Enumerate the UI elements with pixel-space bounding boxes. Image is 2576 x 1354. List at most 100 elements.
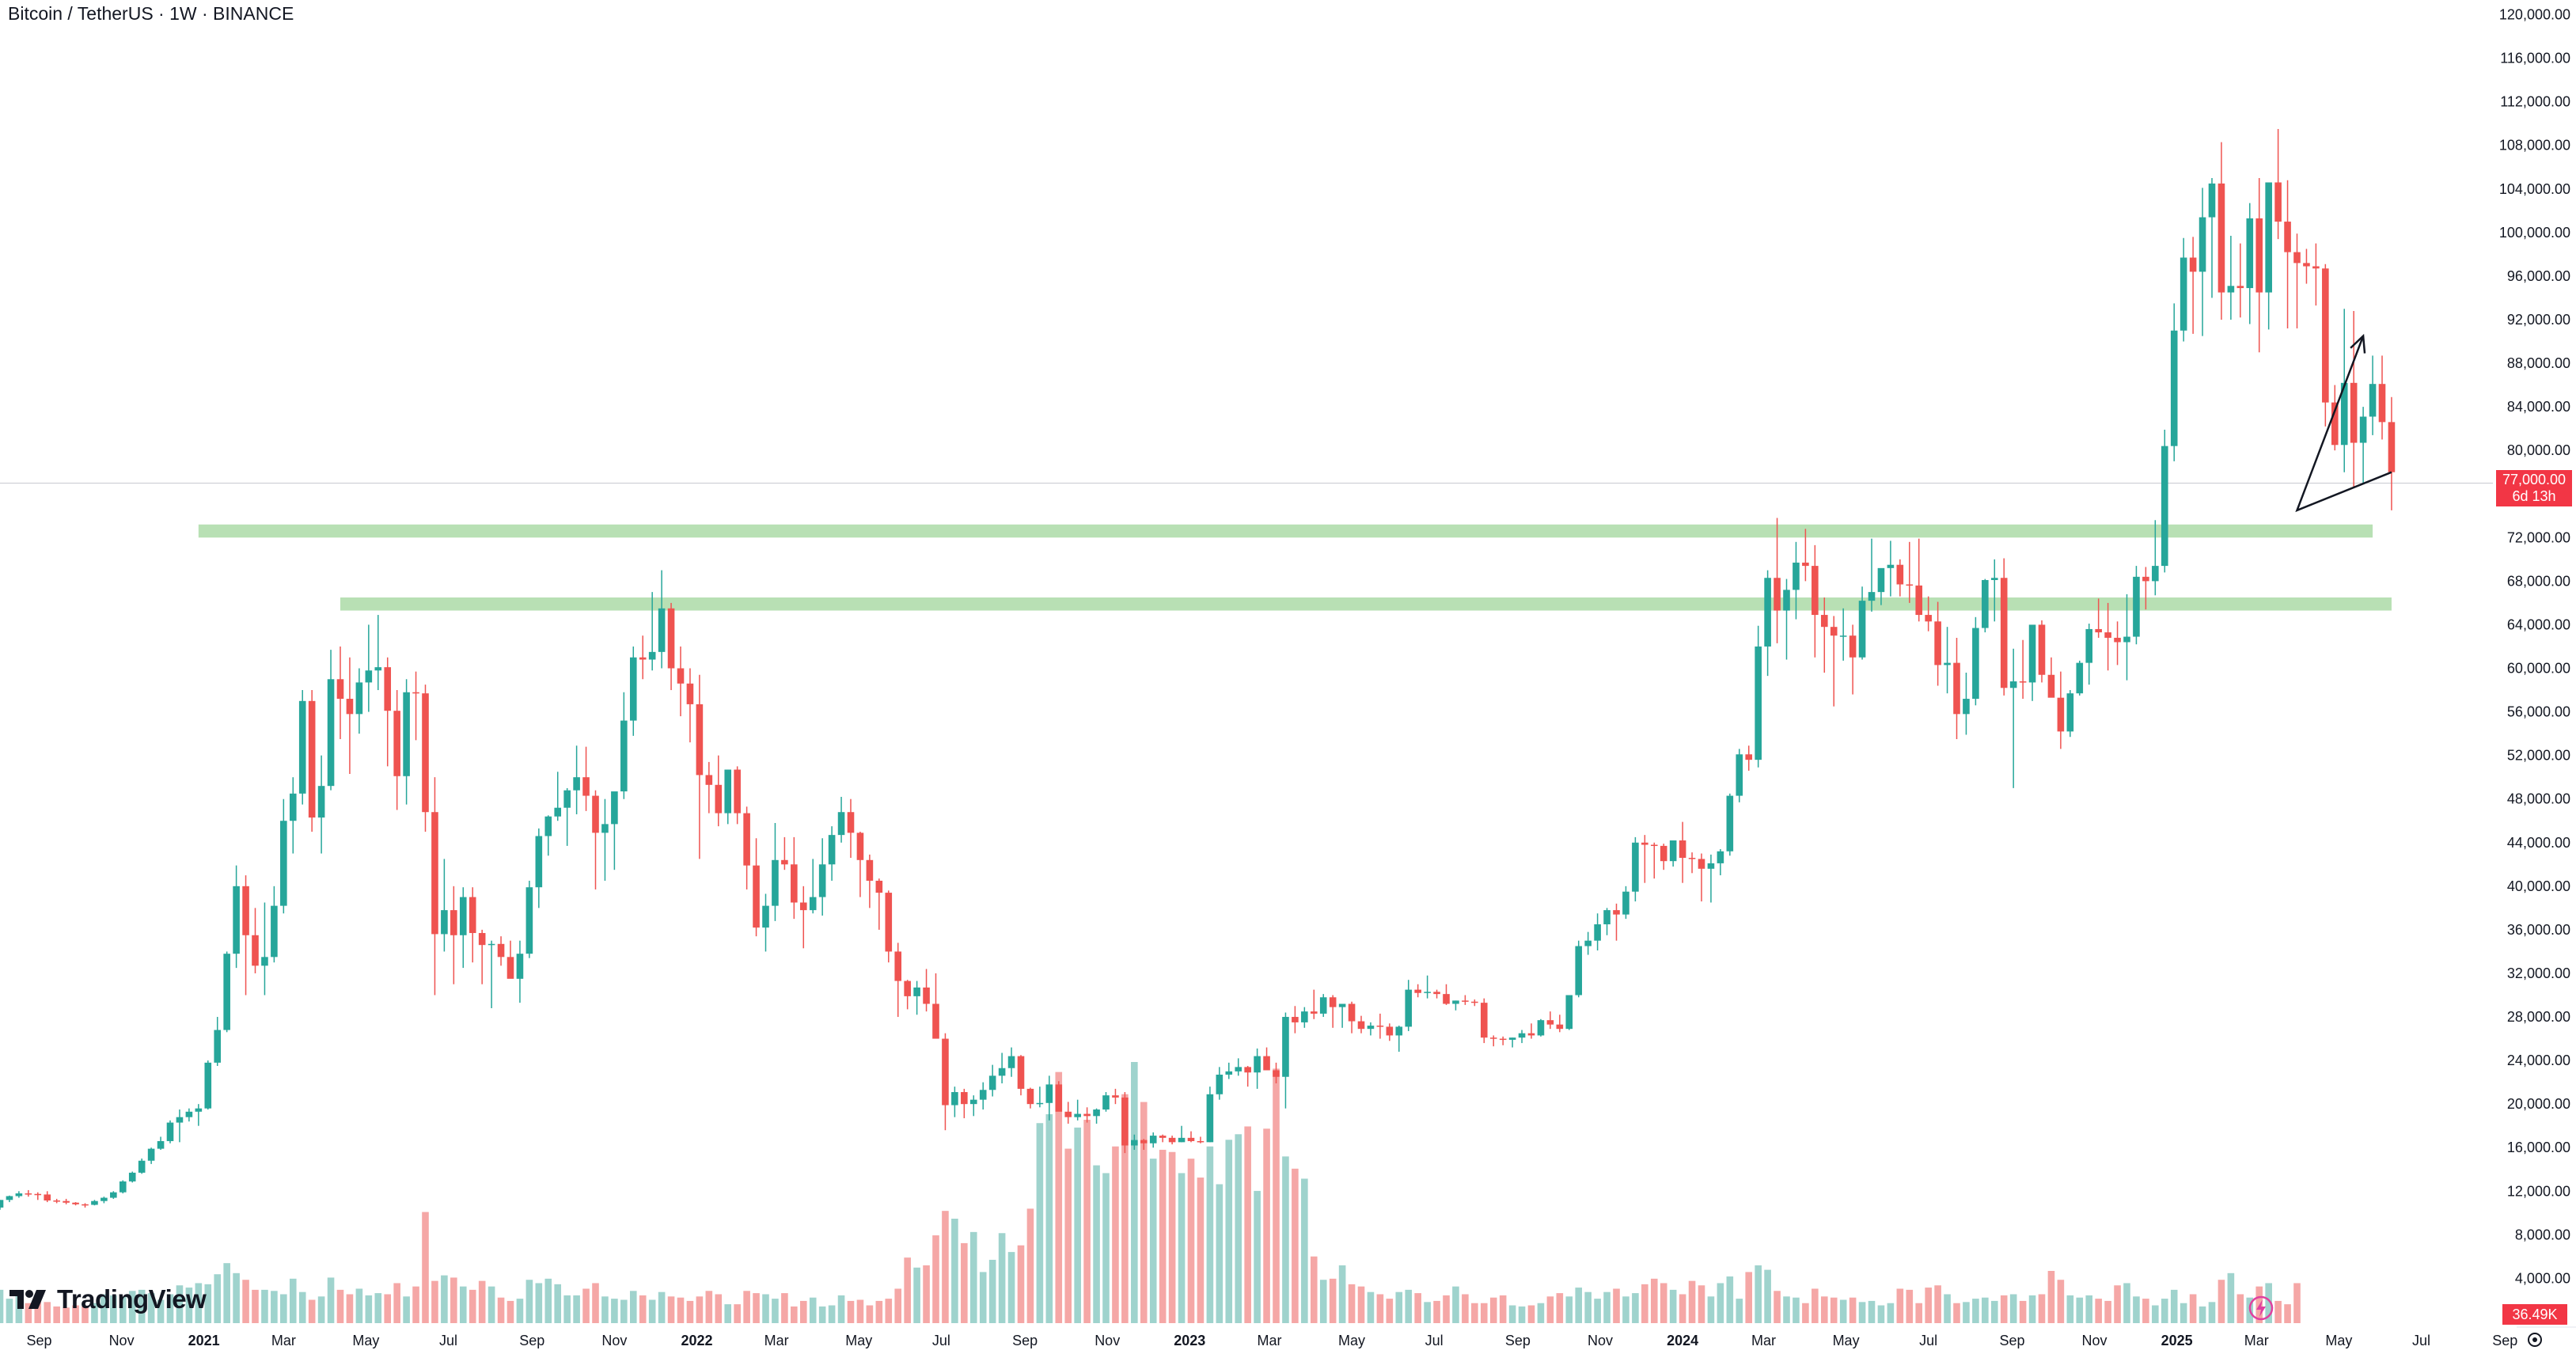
price-tick-label: 28,000.00	[2507, 1009, 2570, 1025]
volume-bar	[1877, 1305, 1885, 1323]
candle-body	[346, 699, 354, 715]
price-tick-label: 8,000.00	[2515, 1227, 2570, 1242]
volume-bar	[1405, 1289, 1413, 1323]
gear-icon[interactable]	[2525, 1329, 2545, 1350]
volume-bar	[677, 1297, 685, 1323]
symbol-title[interactable]: Bitcoin / TetherUS · 1W · BINANCE	[8, 3, 294, 24]
time-tick-label: Sep	[2492, 1333, 2517, 1348]
candle-body	[620, 720, 628, 792]
volume-bar	[856, 1299, 864, 1323]
volume-bar	[1736, 1299, 1743, 1323]
candle-body	[34, 1193, 42, 1196]
volume-bar	[1357, 1286, 1365, 1323]
candle-body	[2000, 578, 2008, 688]
volume-bar	[2236, 1294, 2244, 1323]
volume-bar	[327, 1277, 335, 1323]
time-tick-label: May	[352, 1333, 379, 1348]
candle-body	[157, 1140, 165, 1149]
candle-body	[2170, 330, 2178, 446]
volume-bar	[582, 1288, 590, 1323]
time-axis[interactable]: Sep Nov 2021 Mar May Jul Sep Nov 2022 Mar May Jul Se…	[26, 1333, 2517, 1348]
candle-body	[1310, 1011, 1318, 1014]
volume-bar	[1717, 1283, 1724, 1323]
candles	[0, 129, 2396, 1210]
candle-body	[875, 880, 883, 893]
candle-body	[110, 1192, 117, 1198]
volume-bar	[1329, 1278, 1337, 1323]
volume-bar	[1783, 1296, 1790, 1323]
candle-body	[2265, 182, 2272, 293]
candle-body	[1802, 562, 1809, 567]
candle-body	[1982, 579, 1989, 628]
time-tick-label: 2023	[1174, 1333, 1205, 1348]
time-tick-label: Jul	[2412, 1333, 2430, 1348]
candle-body	[1755, 646, 1762, 760]
time-tick-label: Mar	[1257, 1333, 1281, 1348]
volume-bar	[1508, 1305, 1516, 1323]
candle-body	[1698, 859, 1705, 869]
candle-body	[781, 859, 788, 865]
candle-body	[734, 769, 741, 814]
volume-bar	[1187, 1159, 1195, 1323]
volume-bar	[1565, 1296, 1573, 1323]
volume-bar	[2180, 1303, 2187, 1323]
candle-body	[1452, 1000, 1459, 1004]
volume-bar	[138, 1289, 146, 1323]
volume-bar	[34, 1300, 42, 1323]
candle-body	[233, 886, 240, 954]
volume-bar	[1301, 1178, 1308, 1323]
candle-body	[2057, 697, 2065, 732]
candle-body	[563, 790, 571, 808]
candle-body	[1216, 1074, 1224, 1094]
candle-body	[2388, 422, 2396, 472]
volume-bar	[1812, 1288, 1819, 1323]
candle-body	[2009, 681, 2017, 688]
volume-bar	[91, 1303, 98, 1323]
candle-body	[1632, 842, 1639, 892]
candle-body	[696, 704, 704, 776]
volume-bar	[157, 1299, 165, 1323]
candle-body	[818, 864, 826, 897]
candle-body	[942, 1038, 949, 1106]
candle-body	[185, 1111, 193, 1117]
volume-bar	[63, 1307, 70, 1323]
volume-bar	[2133, 1296, 2140, 1323]
candle-body	[1462, 1000, 1469, 1002]
volume-bar	[478, 1280, 486, 1323]
candle-body	[2142, 576, 2149, 582]
price-axis[interactable]: 120,000.00 116,000.00 112,000.00 108,000.00…	[2499, 7, 2570, 1287]
candle-body	[1650, 844, 1658, 847]
candle-body	[1471, 1001, 1478, 1003]
candle-body	[1329, 997, 1337, 1007]
candle-body	[601, 824, 609, 833]
price-tick-label: 72,000.00	[2507, 529, 2570, 545]
volume-bar	[648, 1299, 656, 1323]
candle-body	[1963, 699, 1970, 715]
volume-bar	[1338, 1265, 1346, 1323]
candle-body	[1745, 754, 1753, 760]
candle-body	[1045, 1084, 1053, 1103]
candle-body	[1774, 578, 1781, 611]
time-tick-label: Jul	[1425, 1333, 1444, 1348]
tradingview-logo[interactable]: TradingView	[8, 1284, 207, 1315]
volume-bar	[2038, 1294, 2046, 1323]
candle-body	[365, 670, 373, 683]
current-price-badge: 77,000.00 6d 13h	[2496, 470, 2572, 506]
candle-body	[1546, 1020, 1554, 1025]
volume-bar	[1348, 1284, 1356, 1323]
lightning-icon[interactable]	[2248, 1295, 2274, 1322]
volume-bar	[2057, 1280, 2065, 1323]
candle-body	[686, 683, 694, 704]
candle-body	[214, 1030, 222, 1063]
volume-bar	[1755, 1265, 1762, 1323]
volume-bar	[818, 1306, 826, 1323]
candle-body	[1443, 994, 1450, 1004]
volume-bar	[1934, 1285, 1941, 1323]
candle-body	[327, 679, 335, 787]
candle-body	[195, 1108, 203, 1112]
volume-bar	[932, 1235, 939, 1323]
volume-bar	[497, 1297, 505, 1323]
volume-bar	[1925, 1288, 1932, 1323]
